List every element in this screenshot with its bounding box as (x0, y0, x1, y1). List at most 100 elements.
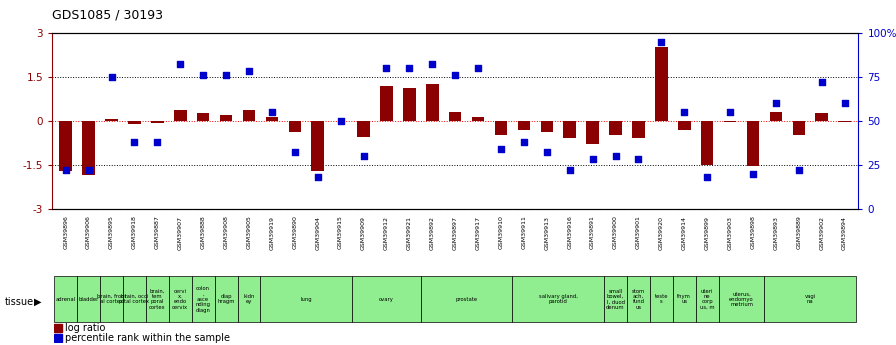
Text: GSM39916: GSM39916 (567, 216, 573, 249)
Text: GSM39896: GSM39896 (64, 216, 68, 249)
Text: GSM39890: GSM39890 (292, 216, 297, 249)
Text: lung: lung (300, 297, 312, 302)
Bar (105, 119, 118, 121)
Bar (100, 276, 123, 322)
Text: GSM39909: GSM39909 (361, 216, 366, 249)
Point (677, 109, 692, 115)
Text: ovary: ovary (379, 297, 394, 302)
Point (104, 74, 118, 79)
Bar (192, 276, 215, 322)
Point (288, 150, 302, 155)
Bar (627, 276, 650, 322)
Text: ▶: ▶ (34, 297, 41, 307)
Bar (312, 121, 324, 171)
Bar (633, 121, 645, 138)
Text: GSM39891: GSM39891 (590, 216, 595, 249)
Bar (352, 276, 421, 322)
Text: GSM39898: GSM39898 (751, 216, 755, 249)
Text: GSM39918: GSM39918 (132, 216, 137, 249)
Bar (673, 276, 695, 322)
Bar (128, 121, 141, 124)
Text: brain, occi
pital cortex: brain, occi pital cortex (119, 294, 150, 305)
Text: adrenal: adrenal (56, 297, 76, 302)
Text: stom
ach,
fund
us: stom ach, fund us (632, 289, 645, 310)
Text: GSM39902: GSM39902 (819, 216, 824, 249)
Text: teste
s: teste s (655, 294, 668, 305)
Text: log ratio: log ratio (65, 323, 106, 333)
Text: GSM39889: GSM39889 (797, 216, 801, 249)
Point (838, 100, 852, 106)
Text: percentile rank within the sample: percentile rank within the sample (65, 333, 230, 343)
Point (58, 167, 73, 173)
Text: thym
us: thym us (677, 294, 691, 305)
Bar (655, 47, 668, 121)
Bar (358, 121, 370, 137)
Bar (55, 276, 77, 322)
Text: GSM39903: GSM39903 (728, 216, 733, 249)
Text: GSM39892: GSM39892 (430, 216, 435, 249)
Bar (764, 276, 856, 322)
Text: GSM39900: GSM39900 (613, 216, 618, 249)
Bar (495, 121, 507, 135)
Text: GSM39888: GSM39888 (201, 216, 206, 249)
Point (219, 72, 233, 78)
Bar (770, 112, 782, 121)
Bar (289, 121, 301, 132)
Text: prostate: prostate (455, 297, 478, 302)
Bar (815, 114, 828, 121)
Bar (261, 276, 352, 322)
Point (632, 157, 646, 162)
Point (517, 139, 531, 145)
Bar (724, 121, 737, 122)
Text: salivary gland,
parotid: salivary gland, parotid (538, 294, 578, 305)
Point (654, 39, 668, 44)
Text: GSM39905: GSM39905 (246, 216, 252, 249)
Bar (265, 117, 278, 121)
Bar (518, 121, 530, 130)
Bar (220, 115, 232, 121)
Text: tissue: tissue (4, 297, 34, 307)
Text: GSM39914: GSM39914 (682, 216, 686, 249)
Text: bladder: bladder (79, 297, 99, 302)
Bar (792, 121, 806, 135)
Bar (604, 276, 627, 322)
Text: kidn
ey: kidn ey (244, 294, 254, 305)
Text: GSM39901: GSM39901 (636, 216, 641, 249)
Point (539, 150, 554, 155)
Text: GSM39894: GSM39894 (842, 216, 847, 249)
Text: GSM39915: GSM39915 (338, 216, 343, 249)
Bar (54, 324, 62, 332)
Point (264, 109, 279, 115)
Point (471, 65, 486, 71)
Point (402, 65, 417, 71)
Text: GSM39917: GSM39917 (476, 216, 480, 249)
Bar (719, 276, 764, 322)
Bar (746, 121, 759, 166)
Text: GSM39921: GSM39921 (407, 216, 412, 249)
Bar (174, 110, 186, 121)
Bar (609, 121, 622, 135)
Bar (123, 276, 146, 322)
Point (151, 139, 165, 145)
Text: GSM39919: GSM39919 (270, 216, 274, 249)
Text: uterus,
endomyo
metrium: uterus, endomyo metrium (729, 292, 754, 307)
Point (311, 174, 325, 180)
Text: GSM39910: GSM39910 (498, 216, 504, 249)
Point (173, 62, 187, 67)
Text: GSM39893: GSM39893 (773, 216, 779, 249)
Text: brain, front
al cortex: brain, front al cortex (97, 294, 126, 305)
Bar (82, 121, 95, 175)
Bar (77, 276, 100, 322)
Text: GSM39906: GSM39906 (86, 216, 91, 249)
Text: GSM39907: GSM39907 (177, 216, 183, 249)
Point (585, 157, 599, 162)
Bar (146, 276, 168, 322)
Point (127, 139, 142, 145)
Text: diap
hragm: diap hragm (218, 294, 235, 305)
Text: small
bowel,
I, duod
denum: small bowel, I, duod denum (607, 289, 625, 310)
Text: colon
,
asce
nding
diagn: colon , asce nding diagn (195, 286, 211, 313)
Bar (243, 110, 255, 121)
Text: GSM39913: GSM39913 (544, 216, 549, 249)
Text: brain,
tem
poral
cortex: brain, tem poral cortex (149, 289, 166, 310)
Point (723, 109, 737, 115)
